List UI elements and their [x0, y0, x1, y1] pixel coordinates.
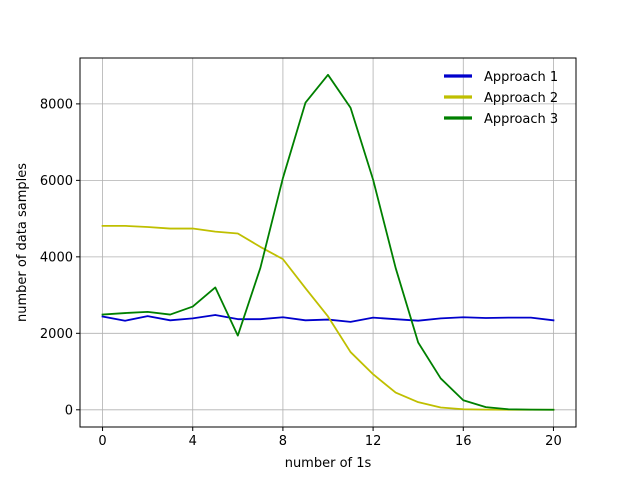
y-axis-label: number of data samples — [15, 163, 30, 322]
x-tick-label: 20 — [545, 434, 562, 449]
y-tick-label: 4000 — [40, 250, 73, 265]
series-line-approach-2 — [101, 224, 555, 411]
series-line-approach-1 — [101, 314, 555, 323]
x-tick-label: 8 — [279, 434, 287, 449]
grid-lines — [80, 58, 576, 427]
series-lines — [101, 73, 555, 411]
legend: Approach 1 Approach 2 Approach 3 — [444, 70, 558, 127]
plot-frame — [79, 57, 577, 428]
legend-label: Approach 2 — [484, 91, 558, 106]
y-tick-label: 2000 — [40, 327, 73, 342]
y-tick-label: 0 — [65, 403, 73, 418]
x-tick-label: 0 — [98, 434, 106, 449]
legend-label: Approach 1 — [484, 70, 558, 85]
y-tick-label: 6000 — [40, 174, 73, 189]
x-axis-label: number of 1s — [285, 456, 372, 471]
x-tick-label: 16 — [455, 434, 472, 449]
x-tick-label: 4 — [189, 434, 197, 449]
y-tick-label: 8000 — [40, 97, 73, 112]
y-axis-ticks: 0 2000 4000 6000 8000 — [40, 97, 80, 418]
x-axis-ticks: 0 4 8 12 16 20 — [98, 427, 562, 449]
x-tick-label: 12 — [365, 434, 382, 449]
legend-label: Approach 3 — [484, 112, 558, 127]
series-line-approach-3 — [101, 73, 555, 411]
